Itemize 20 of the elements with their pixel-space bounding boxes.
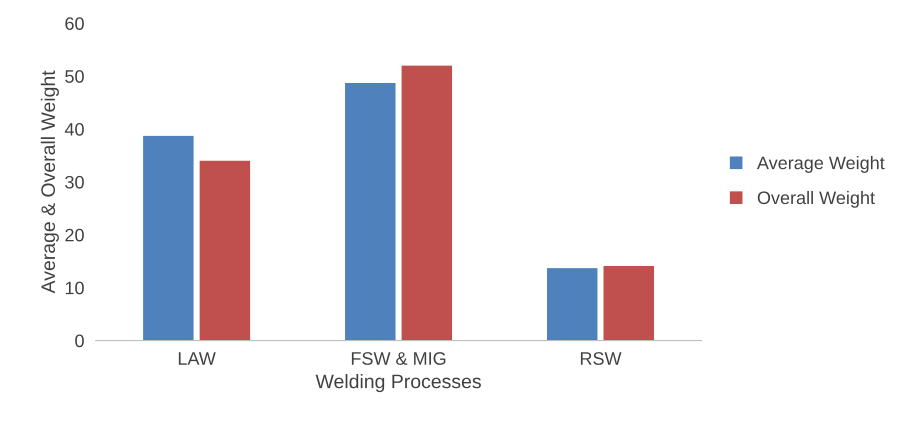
y-tick-label: 10: [66, 282, 84, 294]
legend-label: Overall Weight: [758, 190, 875, 208]
y-axis-title: Average & Overall Weight: [40, 70, 59, 294]
y-tick-label: 30: [65, 176, 84, 189]
bar: [345, 83, 396, 341]
bar: [143, 136, 194, 341]
legend-label: Average Weight: [756, 156, 885, 173]
x-tick-label: LAW: [178, 352, 216, 365]
bar: [402, 66, 452, 341]
y-tick-label: 0: [75, 334, 84, 348]
x-axis-title: Welding Processes: [316, 374, 481, 392]
y-tick-label: 40: [64, 122, 84, 136]
bar: [200, 160, 250, 341]
x-tick-label: RSW: [580, 352, 622, 365]
x-tick-label: FSW & MIG: [352, 352, 446, 365]
bar: [546, 268, 598, 341]
y-tick-label: 50: [65, 70, 84, 83]
y-tick-label: 20: [65, 228, 84, 242]
y-tick-label: 60: [65, 17, 84, 30]
bar: [604, 266, 654, 341]
